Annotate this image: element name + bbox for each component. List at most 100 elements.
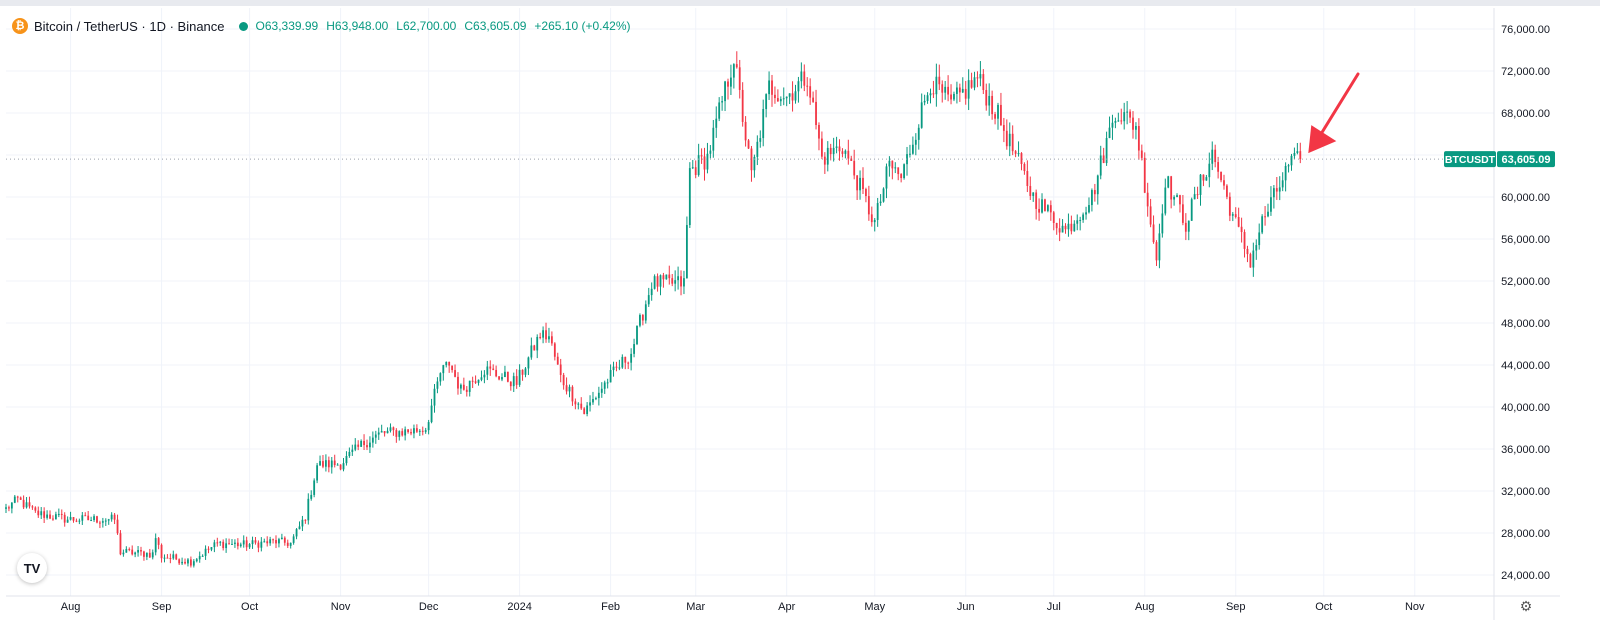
candle-body	[219, 541, 222, 543]
candle-body	[950, 94, 952, 100]
candle-body	[844, 150, 847, 154]
candle-body	[474, 381, 477, 383]
candle-body	[668, 274, 671, 279]
candle-body	[198, 556, 201, 560]
candle-body	[574, 401, 577, 405]
time-tick-label: Feb	[601, 601, 620, 613]
candle-body	[351, 449, 354, 452]
candle-body	[43, 511, 46, 518]
candle-body	[1099, 155, 1102, 176]
candle-body	[201, 555, 204, 557]
candle-body	[917, 127, 920, 140]
candle-body	[486, 366, 489, 375]
candle-body	[366, 445, 368, 448]
candle-body	[753, 156, 756, 171]
candle-body	[1234, 214, 1237, 217]
candle-body	[512, 376, 515, 387]
candle-body	[213, 542, 216, 548]
candle-body	[143, 551, 145, 557]
candle-body	[580, 403, 583, 409]
candle-body	[932, 93, 935, 95]
candle-body	[1029, 185, 1032, 196]
candle-body	[862, 177, 864, 190]
candle-body	[1096, 175, 1099, 195]
candle-body	[160, 544, 163, 559]
candle-body	[1014, 151, 1017, 154]
candle-body	[812, 97, 815, 102]
candle-body	[107, 519, 110, 521]
candle-body	[656, 276, 659, 287]
candle-body	[260, 541, 263, 548]
candle-body	[257, 542, 260, 548]
price-tick-label: 32,000.00	[1501, 486, 1550, 498]
candle-body	[727, 81, 729, 87]
candle-body	[595, 398, 597, 400]
candle-body	[621, 356, 624, 368]
candle-body	[920, 102, 923, 128]
candle-body	[1132, 117, 1134, 130]
candle-body	[46, 514, 48, 518]
candle-body	[732, 64, 735, 78]
candle-body	[897, 167, 900, 175]
time-tick-label: Sep	[152, 601, 172, 613]
candle-body	[562, 374, 565, 386]
candle-body	[603, 382, 606, 389]
candle-body	[694, 167, 697, 175]
candle-body	[539, 336, 542, 338]
candle-body	[319, 461, 321, 466]
candle-body	[1258, 232, 1261, 246]
candle-body	[865, 189, 867, 197]
candle-body	[967, 80, 970, 99]
candle-body	[876, 203, 879, 220]
candle-body	[806, 85, 809, 87]
candle-body	[891, 160, 894, 169]
arrow-shaft	[1318, 72, 1360, 137]
candle-body	[181, 561, 184, 564]
candle-body	[744, 121, 747, 141]
annotation-arrow	[1308, 72, 1360, 154]
symbol-title[interactable]: Bitcoin / TetherUS · 1D · Binance	[34, 18, 225, 34]
candle-body	[630, 353, 633, 363]
candle-body	[674, 280, 677, 284]
candle-body	[34, 507, 37, 511]
price-tick-label: 52,000.00	[1501, 276, 1550, 288]
candle-body	[867, 196, 870, 215]
candle-body	[52, 518, 54, 520]
candle-body	[1214, 149, 1217, 163]
gear-icon[interactable]: ⚙	[1519, 598, 1533, 614]
price-tick-label: 44,000.00	[1501, 360, 1550, 372]
candle-body	[1278, 187, 1281, 192]
candle-body	[592, 398, 594, 403]
candle-body	[78, 520, 81, 522]
tradingview-logo-icon[interactable]: TV	[17, 553, 47, 583]
symbol-legend[interactable]: ₿ Bitcoin / TetherUS · 1D · Binance O63,…	[12, 16, 631, 36]
candle-body	[57, 513, 60, 515]
price-axis[interactable]: 24,000.00 28,000.00 32,000.00 36,000.00 40,0…	[1493, 8, 1550, 620]
candle-body	[125, 548, 128, 553]
candle-body	[81, 515, 84, 521]
candle-body	[841, 151, 844, 154]
time-axis[interactable]: Aug Sep Oct Nov Dec 2024 Feb Mar Apr May Jun Jul Aug…	[6, 595, 1560, 613]
candle-body	[1161, 213, 1164, 234]
candle-body	[354, 444, 357, 450]
candle-body	[903, 164, 905, 179]
candle-body	[398, 431, 401, 437]
candle-body	[994, 114, 996, 119]
time-tick-label: Aug	[1135, 601, 1155, 613]
candle-body	[553, 343, 556, 357]
candle-body	[1064, 225, 1067, 230]
candle-body	[524, 368, 527, 375]
candle-body	[363, 440, 365, 446]
candle-body	[688, 168, 691, 226]
candle-body	[60, 513, 63, 515]
candle-body	[624, 356, 627, 363]
market-status-icon	[238, 21, 248, 31]
candle-body	[99, 522, 101, 524]
candle-body	[163, 557, 166, 559]
candle-body	[251, 540, 254, 545]
candle-body	[1299, 151, 1302, 160]
candle-body	[1164, 187, 1167, 214]
candle-body	[779, 99, 782, 102]
candle-body	[882, 188, 885, 202]
